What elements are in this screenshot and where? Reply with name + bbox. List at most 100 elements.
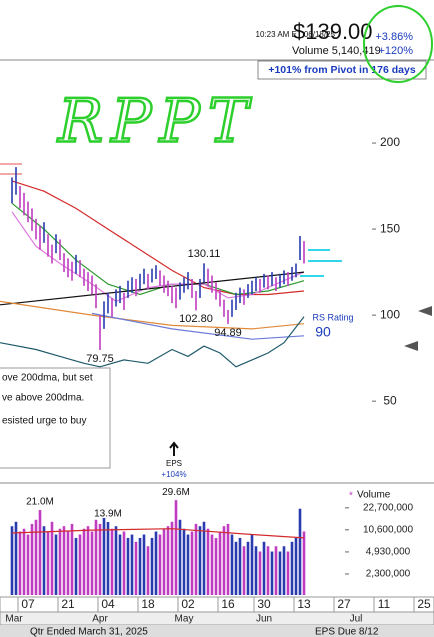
rs-title: RS Rating — [312, 312, 353, 322]
volume-bar — [30, 523, 34, 595]
month-label: Jul — [350, 614, 363, 625]
volume-bar — [238, 537, 242, 595]
volume-bar — [242, 546, 246, 595]
y-tick-label: 150 — [380, 221, 400, 235]
month-label: Apr — [92, 614, 108, 625]
volume-bar — [266, 546, 270, 595]
x-tick-label: 16 — [221, 597, 235, 611]
volume-bar — [270, 551, 274, 595]
volume-bar — [222, 526, 226, 595]
volume-bar — [166, 526, 170, 595]
price-label: 130.11 — [188, 248, 221, 260]
volume-bar — [106, 521, 110, 595]
x-tick-label: 13 — [297, 597, 311, 611]
month-row — [0, 611, 434, 626]
moving-line — [0, 300, 305, 330]
pivot-box — [257, 60, 427, 80]
volume-bar — [154, 531, 158, 595]
volume-bar — [294, 537, 298, 595]
volume-bar — [190, 531, 194, 595]
volume-bar — [218, 531, 222, 595]
volume-bar — [170, 521, 174, 595]
volume-bar — [94, 519, 98, 595]
x-tick-label: 07 — [21, 597, 35, 611]
volume-bar — [278, 551, 282, 595]
volume-bar — [50, 521, 54, 595]
volume-bar — [26, 534, 30, 595]
volume-bar — [78, 534, 82, 595]
marker — [404, 341, 418, 351]
month-label: Mar — [5, 614, 23, 625]
volume-bar — [46, 531, 50, 595]
y-tick-label: 50 — [383, 393, 397, 407]
note: ove 200dma, but set — [2, 373, 93, 384]
volume-title: Volume — [357, 490, 391, 501]
volume-bar — [102, 517, 106, 595]
volume-bar — [22, 528, 26, 595]
pivot-text: +101% from Pivot in 176 days — [268, 64, 416, 76]
moving-line — [0, 271, 305, 306]
notes-box — [0, 367, 111, 469]
volume-bar — [42, 526, 46, 595]
eps-arrow — [169, 441, 179, 456]
month-label: May — [175, 614, 194, 625]
volume-bar — [74, 537, 78, 595]
marker — [418, 306, 432, 316]
volume-bar — [178, 519, 182, 595]
eps-title: EPS — [166, 459, 182, 468]
handwritten-circle — [363, 5, 433, 83]
handwriting: RPPT — [57, 87, 256, 157]
volume-bar — [146, 546, 150, 595]
x-tick-label: 30 — [257, 597, 271, 611]
volume-bar — [142, 534, 146, 595]
moving-line — [0, 316, 305, 368]
volume-bar — [282, 546, 286, 595]
x-tick-label: 21 — [61, 597, 75, 611]
x-tick-label: 18 — [141, 597, 155, 611]
volume-bar — [122, 531, 126, 595]
volume-bar — [98, 523, 102, 595]
volume-bar — [34, 519, 38, 595]
volume-bar — [250, 534, 254, 595]
legend-asterisk: * — [349, 491, 353, 502]
footer-right: EPS Due 8/12 — [315, 627, 379, 637]
volume-bar — [54, 534, 58, 595]
volume-bar — [302, 531, 306, 595]
y-tick-label: 200 — [380, 135, 400, 149]
volume-bar — [126, 537, 130, 595]
volume-label: 21.0M — [26, 497, 54, 508]
time: 10:23 AM ET 06/18/25 — [256, 30, 336, 39]
volume-bar — [14, 521, 18, 595]
volume-bar — [18, 531, 22, 595]
volume-bar — [150, 537, 154, 595]
y-tick-label: 4,930,000 — [366, 547, 411, 558]
volume-bar — [138, 537, 142, 595]
volume-bar — [10, 526, 14, 595]
y-tick-label: 10,600,000 — [363, 524, 413, 535]
volume-bar — [298, 508, 302, 595]
volume-bar — [174, 500, 178, 595]
volume-bar — [186, 534, 190, 595]
y-tick-label: 2,300,000 — [366, 569, 411, 580]
volume-bar — [286, 551, 290, 595]
price-label: 102.80 — [179, 313, 213, 325]
volume-bar — [230, 534, 234, 595]
volume-bar — [226, 523, 230, 595]
x-tick-label: 04 — [101, 597, 115, 611]
note: ve above 200dma. — [2, 393, 84, 404]
volume-bar — [86, 526, 90, 595]
volume-bar — [246, 541, 250, 595]
x-tick-label: 27 — [337, 597, 351, 611]
volume-bar — [114, 526, 118, 595]
price-label: 94.89 — [214, 327, 242, 339]
volume-bar — [194, 523, 198, 595]
moving-line — [91, 312, 305, 340]
footer-left: Qtr Ended March 31, 2025 — [30, 627, 148, 637]
volume-bar — [66, 531, 70, 595]
price-label: 79.75 — [86, 353, 114, 365]
eps-change: +104% — [161, 470, 186, 479]
volume-bar — [258, 551, 262, 595]
volume-average — [11, 528, 305, 539]
volume-bar — [274, 546, 278, 595]
